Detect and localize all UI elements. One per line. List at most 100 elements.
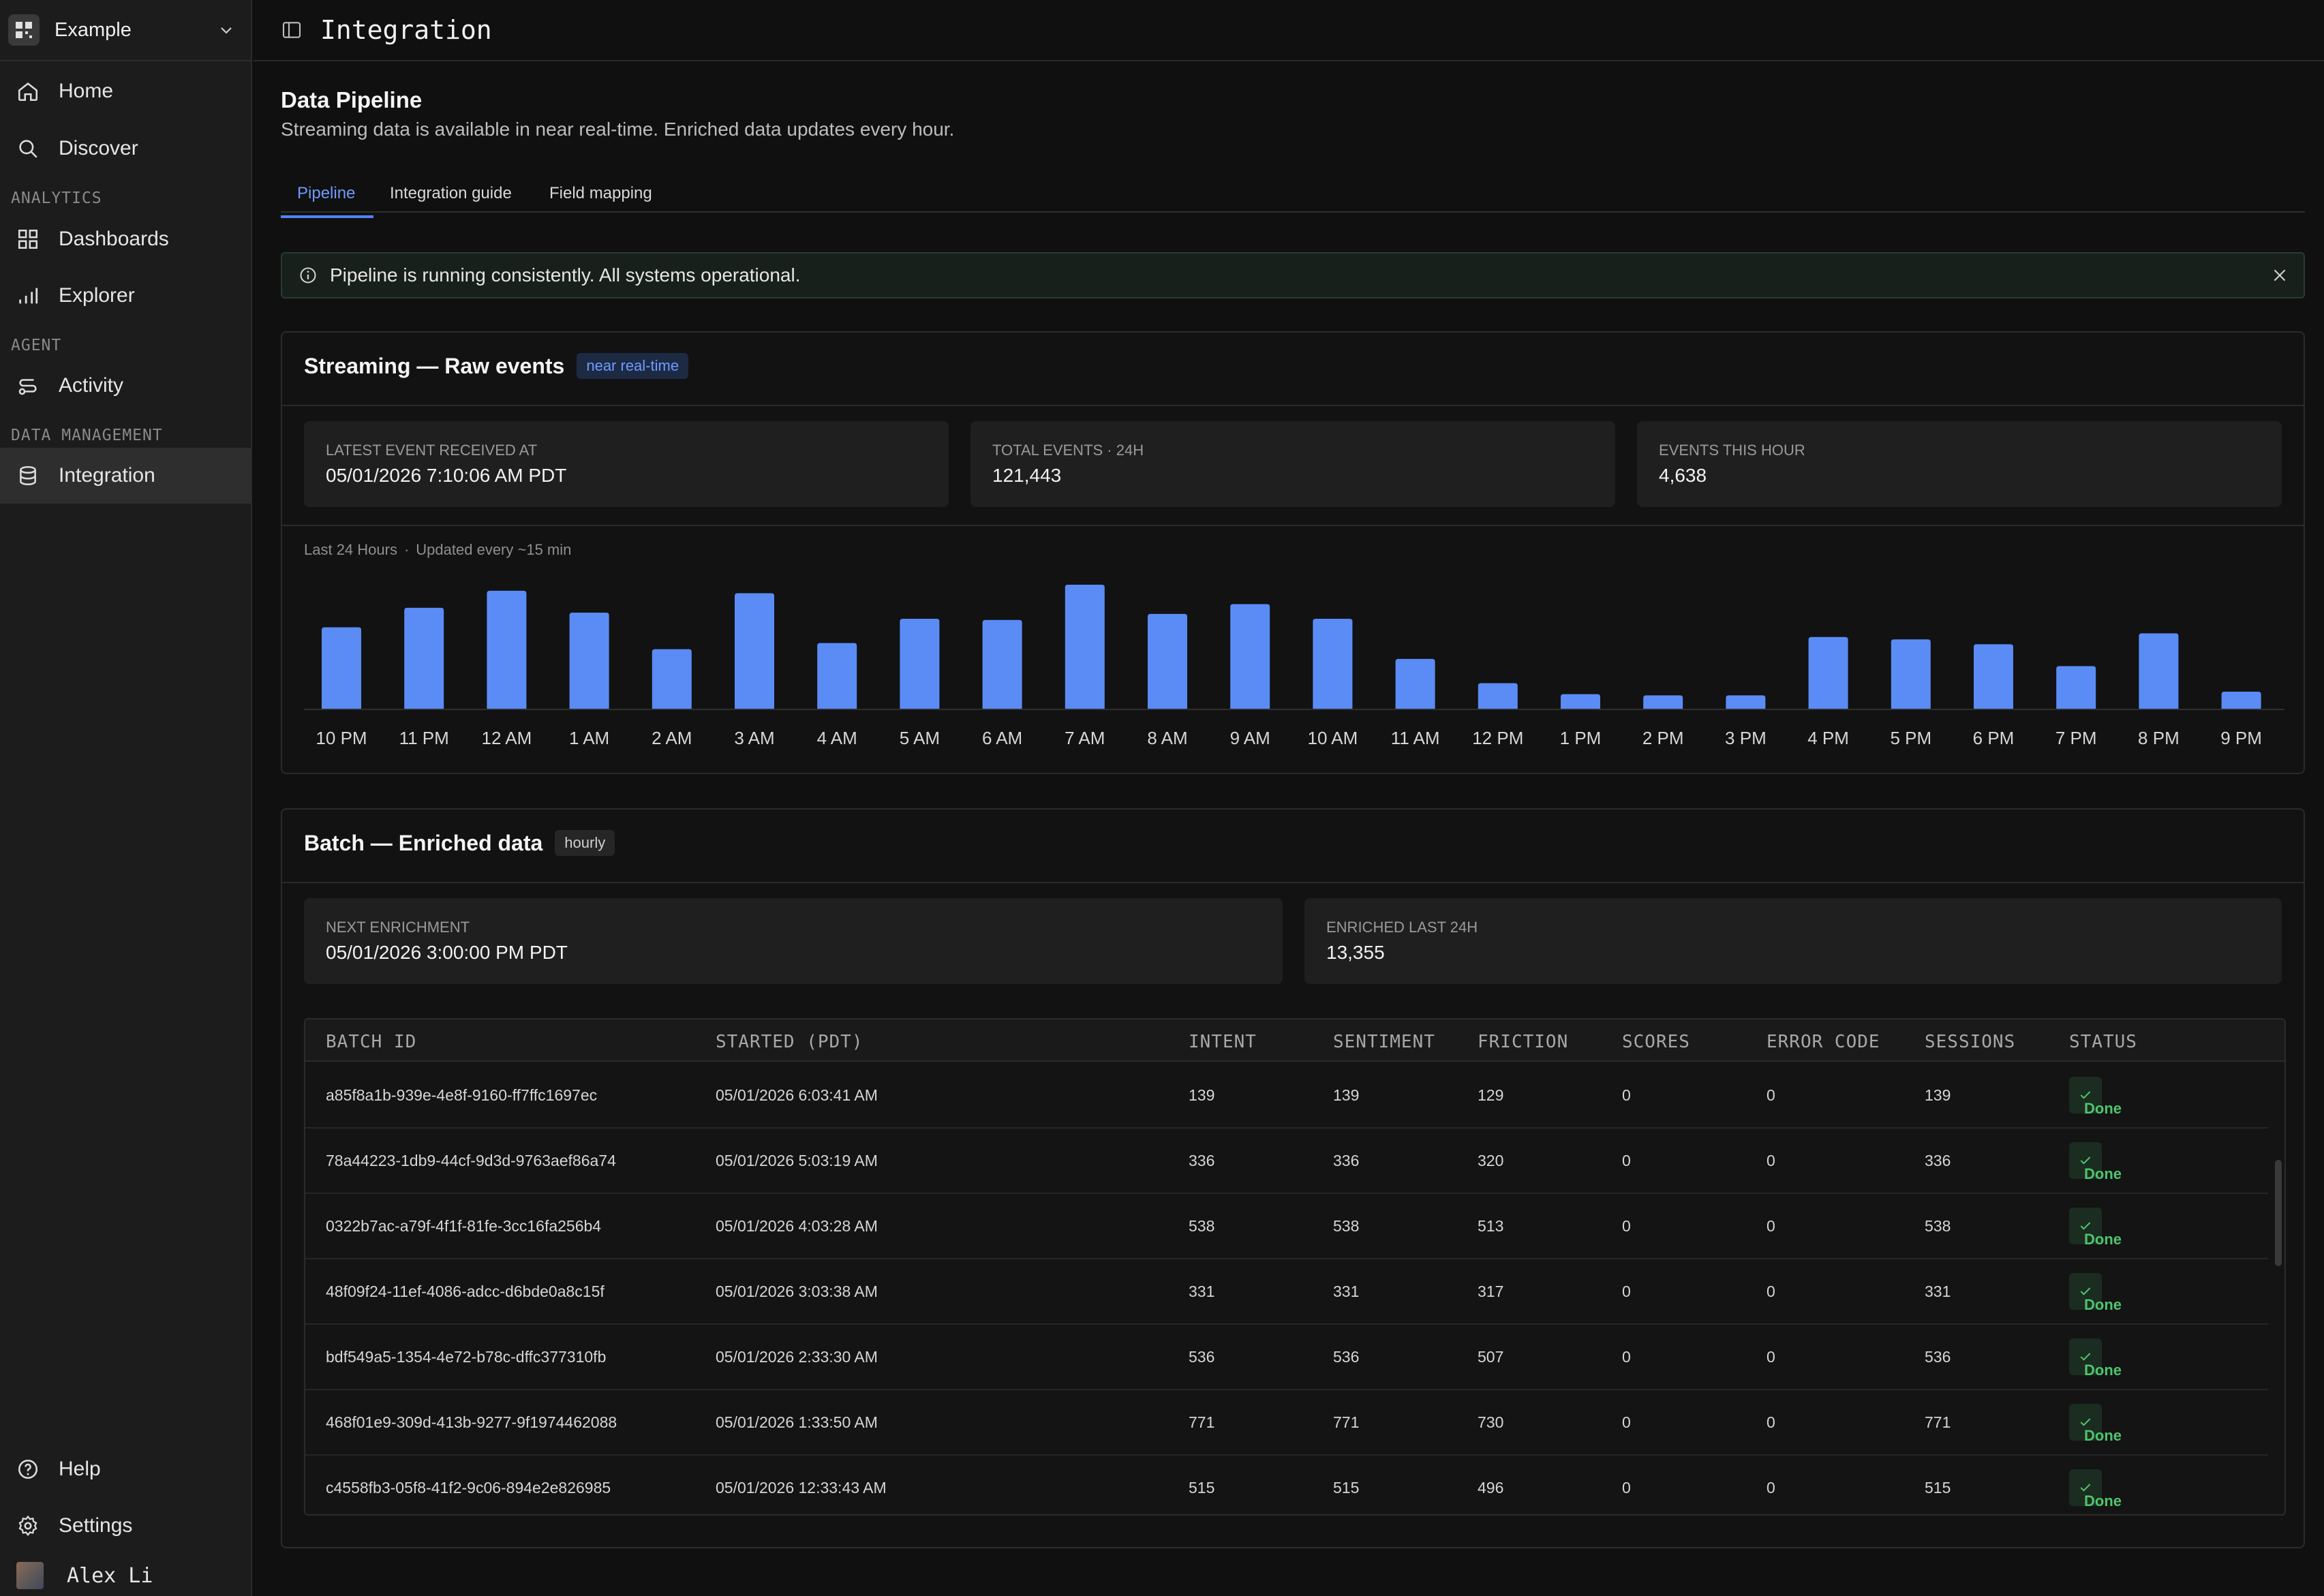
close-icon[interactable] bbox=[2271, 266, 2289, 284]
table-row[interactable]: c4558fb3-05f8-41f2-9c06-894e2e826985 05/0… bbox=[305, 1456, 2268, 1514]
x-tick-label: 6 PM bbox=[1973, 728, 2015, 748]
cell-friction: 129 bbox=[1478, 1086, 1504, 1104]
chart-bar[interactable] bbox=[982, 619, 1022, 709]
sidebar-item-discover[interactable]: Discover bbox=[0, 121, 251, 177]
chart-bar[interactable] bbox=[1643, 695, 1683, 709]
tab-field-mapping[interactable]: Field mapping bbox=[549, 184, 652, 202]
alert-text: Pipeline is running consistently. All sy… bbox=[330, 264, 801, 286]
cell-scores: 0 bbox=[1622, 1348, 1631, 1366]
cell-error-code: 0 bbox=[1767, 1413, 1775, 1431]
chart-bar[interactable] bbox=[1148, 613, 1187, 709]
col-started[interactable]: STARTED (PDT) bbox=[716, 1032, 863, 1052]
bar-chart-icon bbox=[19, 288, 38, 304]
col-friction[interactable]: FRICTION bbox=[1478, 1032, 1569, 1052]
divider bbox=[282, 405, 2304, 406]
chart-bar[interactable] bbox=[1561, 694, 1600, 709]
sidebar-item-dashboards[interactable]: Dashboards bbox=[0, 211, 251, 267]
chart-bar[interactable] bbox=[735, 593, 774, 709]
col-scores[interactable]: SCORES bbox=[1622, 1032, 1690, 1052]
col-sessions[interactable]: SESSIONS bbox=[1925, 1032, 2016, 1052]
sidebar-item-label: Integration bbox=[59, 464, 155, 487]
col-batch-id[interactable]: BATCH ID bbox=[326, 1032, 417, 1052]
chart-bar[interactable] bbox=[1974, 644, 2013, 709]
cell-friction: 496 bbox=[1478, 1479, 1504, 1497]
check-icon bbox=[2080, 1484, 2091, 1492]
cell-started: 05/01/2026 4:03:28 AM bbox=[716, 1217, 878, 1235]
sidebar-item-activity[interactable]: Activity bbox=[0, 358, 251, 414]
sidebar-item-integration[interactable]: Integration bbox=[0, 448, 251, 504]
chart-bar[interactable] bbox=[1395, 658, 1435, 709]
avatar bbox=[16, 1562, 44, 1589]
check-icon bbox=[2080, 1287, 2091, 1295]
x-tick-label: 5 PM bbox=[1890, 728, 1931, 748]
chart-bar[interactable] bbox=[1065, 585, 1105, 709]
col-status[interactable]: STATUS bbox=[2069, 1032, 2137, 1052]
cell-intent: 536 bbox=[1189, 1348, 1215, 1366]
search-icon bbox=[19, 140, 37, 158]
stat-enriched-last-24h: ENRICHED LAST 24H 13,355 bbox=[1304, 898, 2282, 984]
cell-friction: 507 bbox=[1478, 1348, 1504, 1366]
table-row[interactable]: 78a44223-1db9-44cf-9d3d-9763aef86a74 05/0… bbox=[305, 1129, 2268, 1194]
x-tick-label: 3 AM bbox=[734, 728, 774, 748]
tab-pipeline[interactable]: Pipeline bbox=[297, 184, 356, 202]
stat-label: EVENTS THIS HOUR bbox=[1659, 442, 1805, 459]
tab-integration-guide[interactable]: Integration guide bbox=[390, 184, 512, 202]
cell-error-code: 0 bbox=[1767, 1086, 1775, 1104]
status-text: Done bbox=[2084, 1492, 2122, 1509]
cell-intent: 336 bbox=[1189, 1152, 1215, 1169]
table-row[interactable]: a85f8a1b-939e-4e8f-9160-ff7ffc1697ec 05/0… bbox=[305, 1063, 2268, 1129]
chevron-down-icon bbox=[221, 27, 232, 34]
table-row[interactable]: 0322b7ac-a79f-4f1f-81fe-3cc16fa256b4 05/0… bbox=[305, 1194, 2268, 1259]
sidebar-item-settings[interactable]: Settings bbox=[0, 1498, 251, 1554]
sidebar-item-help[interactable]: Help bbox=[0, 1441, 251, 1497]
chart-bar[interactable] bbox=[1726, 695, 1766, 709]
sidebar-item-label: Help bbox=[59, 1458, 101, 1480]
table-row[interactable]: 468f01e9-309d-413b-9277-9f1974462088 05/0… bbox=[305, 1390, 2268, 1456]
chart-bar[interactable] bbox=[817, 643, 857, 709]
user-profile[interactable]: Alex Li bbox=[0, 1555, 251, 1596]
cell-error-code: 0 bbox=[1767, 1152, 1775, 1169]
sidebar-item-label: Dashboards bbox=[59, 228, 169, 250]
cell-scores: 0 bbox=[1622, 1086, 1631, 1104]
chart-bar[interactable] bbox=[404, 607, 444, 709]
table-row[interactable]: bdf549a5-1354-4e72-b78c-dffc377310fb 05/0… bbox=[305, 1325, 2268, 1390]
col-sentiment[interactable]: SENTIMENT bbox=[1333, 1032, 1435, 1052]
chart-bar[interactable] bbox=[322, 627, 361, 709]
workspace-switcher[interactable]: Example bbox=[0, 0, 251, 61]
chart-bar[interactable] bbox=[1313, 618, 1353, 709]
x-tick-label: 2 PM bbox=[1642, 728, 1684, 748]
chart-bar[interactable] bbox=[1230, 604, 1270, 709]
cell-intent: 139 bbox=[1189, 1086, 1215, 1104]
cell-started: 05/01/2026 2:33:30 AM bbox=[716, 1348, 878, 1366]
status-badge: Done bbox=[2069, 1338, 2122, 1379]
chart-bar[interactable] bbox=[569, 613, 609, 709]
chart-bar[interactable] bbox=[652, 649, 692, 709]
check-icon bbox=[2080, 1156, 2091, 1165]
col-intent[interactable]: INTENT bbox=[1189, 1032, 1257, 1052]
status-alert: Pipeline is running consistently. All sy… bbox=[281, 252, 2305, 298]
cell-sessions: 536 bbox=[1925, 1348, 1951, 1366]
x-tick-label: 9 AM bbox=[1230, 728, 1270, 748]
realtime-badge: near real-time bbox=[577, 353, 689, 379]
chart-bar[interactable] bbox=[2221, 692, 2261, 709]
table-scrollbar[interactable] bbox=[2275, 1160, 2282, 1266]
col-error-code[interactable]: ERROR CODE bbox=[1767, 1032, 1880, 1052]
chart-bar[interactable] bbox=[2139, 633, 2179, 709]
top-bar: Integration bbox=[254, 0, 2324, 61]
sidebar-item-home[interactable]: Home bbox=[0, 63, 251, 119]
chart-bar[interactable] bbox=[487, 590, 527, 709]
chart-bar[interactable] bbox=[1478, 683, 1518, 709]
chart-bar[interactable] bbox=[2056, 666, 2096, 709]
divider bbox=[282, 525, 2304, 526]
sidebar-item-label: Explorer bbox=[59, 284, 135, 307]
chart-bar[interactable] bbox=[1891, 639, 1931, 709]
sidebar-item-explorer[interactable]: Explorer bbox=[0, 268, 251, 324]
sidebar-toggle-icon[interactable] bbox=[281, 19, 303, 41]
chart-bar[interactable] bbox=[900, 618, 940, 709]
chart-bar[interactable] bbox=[1808, 636, 1848, 709]
cell-sessions: 331 bbox=[1925, 1283, 1951, 1300]
cell-sentiment: 536 bbox=[1333, 1348, 1360, 1366]
x-tick-label: 12 AM bbox=[482, 728, 532, 748]
table-row[interactable]: 48f09f24-11ef-4086-adcc-d6bde0a8c15f 05/0… bbox=[305, 1259, 2268, 1325]
cell-friction: 320 bbox=[1478, 1152, 1504, 1169]
